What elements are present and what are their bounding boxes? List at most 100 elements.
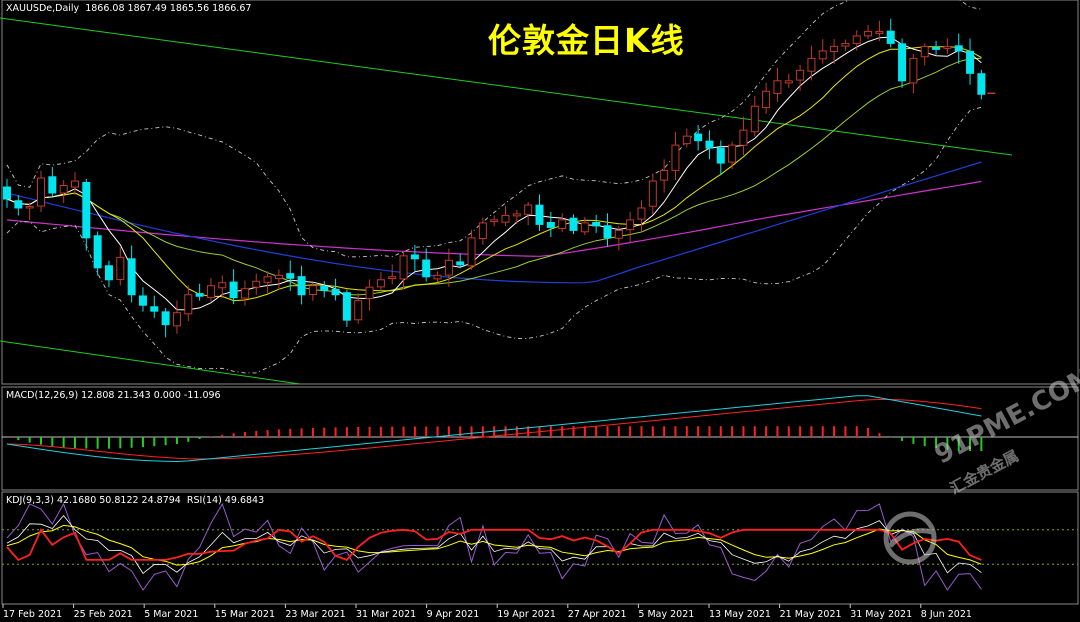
x-axis-label: 8 Jun 2021: [920, 609, 972, 620]
bull-candle: [920, 45, 929, 58]
bull-candle: [36, 177, 45, 207]
bull-candle: [784, 80, 793, 84]
bull-candle: [444, 259, 453, 276]
bull-candle: [274, 274, 283, 279]
bull-candle: [830, 45, 839, 53]
symbol-header: XAUUSDe,Daily 1866.08 1867.49 1865.56 18…: [6, 3, 251, 14]
bear-candle: [3, 186, 11, 200]
bull-candle: [682, 135, 691, 145]
bear-candle: [127, 258, 136, 296]
ma-slow-line: [6, 57, 982, 296]
bull-candle: [252, 280, 261, 288]
bear-candle: [694, 133, 703, 142]
bull-candle: [354, 300, 363, 321]
bull-candle: [478, 222, 487, 240]
bear-candle: [456, 261, 465, 266]
macd-header: MACD(12,26,9) 12.808 21.343 0.000 -11.09…: [6, 390, 221, 401]
bull-candle: [365, 286, 374, 300]
bull-candle: [263, 276, 272, 283]
bear-candle: [331, 288, 340, 296]
rsi-line: [6, 528, 982, 561]
macd-pane-frame: [1, 386, 1079, 491]
bull-candle: [558, 219, 567, 229]
bull-candle: [841, 42, 850, 47]
bull-candle: [943, 45, 952, 49]
bear-candle: [138, 295, 147, 306]
bear-candle: [410, 254, 419, 260]
x-axis-label: 5 May 2021: [638, 609, 695, 620]
bear-candle: [966, 50, 975, 74]
bull-candle: [467, 237, 476, 267]
rsi-values: RSI(14) 49.6843: [186, 495, 265, 506]
bear-candle: [546, 221, 555, 228]
bull-candle: [773, 80, 782, 94]
chart-title: 伦敦金日K线: [488, 21, 685, 60]
bull-candle: [864, 30, 873, 37]
x-axis-label: 5 Mar 2021: [144, 609, 199, 620]
bull-candle: [433, 274, 442, 280]
bull-candle: [184, 294, 193, 315]
bull-candle: [308, 285, 317, 295]
bull-candle: [637, 207, 646, 220]
x-axis-label: 13 May 2021: [709, 609, 771, 620]
main-pane-frame: [1, 0, 1079, 385]
bear-candle: [48, 176, 57, 194]
bull-candle: [388, 276, 397, 279]
bear-candle: [932, 46, 941, 50]
bull-candle: [240, 288, 249, 299]
macd-main-line: [6, 395, 982, 463]
bull-candle: [818, 50, 827, 60]
bull-candle: [172, 312, 181, 327]
x-axis-label: 23 Mar 2021: [285, 609, 346, 620]
ohlc-quote: 1866.08 1867.49 1865.56 1866.67: [85, 3, 252, 14]
bull-candle: [807, 57, 816, 72]
bear-candle: [320, 285, 329, 291]
bear-candle: [82, 181, 91, 239]
bull-candle: [614, 229, 623, 239]
bull-candle: [501, 214, 510, 223]
bull-candle: [59, 185, 68, 194]
bear-candle: [535, 204, 544, 225]
bull-candle: [25, 205, 34, 209]
x-axis-label: 15 Mar 2021: [214, 609, 276, 620]
x-axis-label: 21 May 2021: [779, 609, 842, 620]
bull-candle: [660, 170, 669, 181]
upper-channel-line: [0, 17, 1013, 156]
upper-band-line: [6, 0, 982, 258]
bear-candle: [569, 217, 578, 231]
bear-candle: [14, 200, 23, 209]
x-axis-label: 9 Apr 2021: [426, 609, 480, 620]
bull-candle: [512, 213, 521, 217]
x-axis-label: 31 May 2021: [850, 609, 913, 620]
bull-candle: [728, 144, 737, 163]
bull-candle: [671, 144, 680, 171]
bear-candle: [716, 147, 725, 164]
kdj-pane-frame: [1, 491, 1079, 605]
bear-candle: [603, 225, 612, 239]
bull-candle: [70, 180, 79, 188]
bear-candle: [977, 73, 986, 95]
bear-candle: [195, 293, 204, 297]
bull-candle: [376, 279, 385, 288]
watermark-logo: 91PME.COM 汇金贵金属: [876, 361, 1080, 586]
bull-candle: [762, 90, 771, 109]
bear-candle: [705, 140, 714, 149]
x-axis-label: 31 Mar 2021: [356, 609, 417, 620]
bear-candle: [898, 43, 907, 82]
macd-signal-line: [6, 399, 982, 460]
bear-candle: [592, 221, 601, 227]
bear-candle: [150, 306, 159, 312]
x-axis-label: 27 Apr 2021: [567, 609, 627, 620]
bull-candle: [580, 222, 589, 233]
bear-candle: [286, 273, 295, 279]
bull-candle: [852, 35, 861, 44]
ma-long-line: [6, 161, 982, 284]
bull-candle: [750, 105, 759, 133]
bull-candle: [909, 57, 918, 84]
bear-candle: [422, 259, 431, 278]
bull-candle: [490, 219, 499, 223]
lower-channel-line: [0, 340, 301, 385]
kdj-values: KDJ(9,3,3) 42.1680 50.8122 24.8794: [6, 495, 181, 506]
x-axis-label: 17 Feb 2021: [3, 609, 63, 620]
